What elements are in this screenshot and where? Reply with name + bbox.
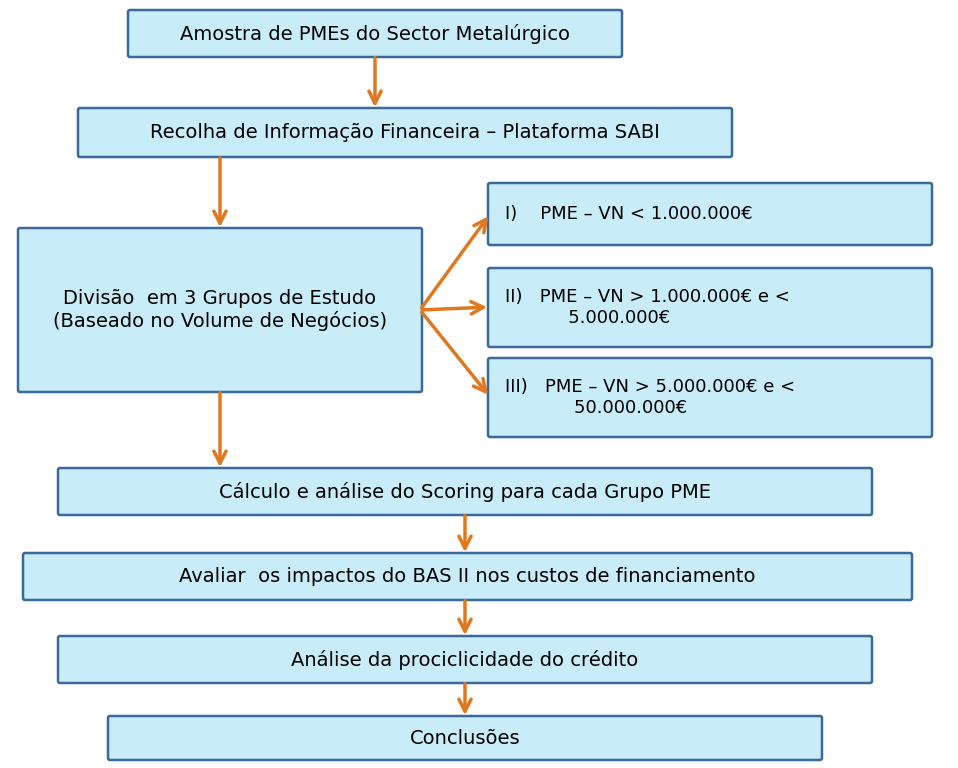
Text: III)   PME – VN > 5.000.000€ e <
            50.000.000€: III) PME – VN > 5.000.000€ e < 50.000.00… — [505, 378, 795, 417]
Text: Conclusões: Conclusões — [410, 729, 520, 747]
FancyBboxPatch shape — [58, 636, 872, 683]
Text: Amostra de PMEs do Sector Metalúrgico: Amostra de PMEs do Sector Metalúrgico — [180, 24, 570, 44]
Text: Avaliar  os impactos do BAS II nos custos de financiamento: Avaliar os impactos do BAS II nos custos… — [179, 567, 756, 586]
FancyBboxPatch shape — [488, 183, 932, 245]
Text: Análise da prociclicidade do crédito: Análise da prociclicidade do crédito — [291, 650, 639, 670]
FancyBboxPatch shape — [58, 468, 872, 515]
FancyBboxPatch shape — [108, 716, 822, 760]
FancyBboxPatch shape — [488, 268, 932, 347]
Text: II)   PME – VN > 1.000.000€ e <
           5.000.000€: II) PME – VN > 1.000.000€ e < 5.000.000€ — [505, 288, 789, 327]
FancyBboxPatch shape — [18, 228, 422, 392]
Text: I)    PME – VN < 1.000.000€: I) PME – VN < 1.000.000€ — [505, 205, 753, 223]
FancyBboxPatch shape — [488, 358, 932, 437]
FancyBboxPatch shape — [23, 553, 912, 600]
FancyBboxPatch shape — [128, 10, 622, 57]
Text: Recolha de Informação Financeira – Plataforma SABI: Recolha de Informação Financeira – Plata… — [150, 123, 660, 142]
Text: Divisão  em 3 Grupos de Estudo
(Baseado no Volume de Negócios): Divisão em 3 Grupos de Estudo (Baseado n… — [53, 289, 387, 331]
Text: Cálculo e análise do Scoring para cada Grupo PME: Cálculo e análise do Scoring para cada G… — [219, 482, 711, 502]
FancyBboxPatch shape — [78, 108, 732, 157]
